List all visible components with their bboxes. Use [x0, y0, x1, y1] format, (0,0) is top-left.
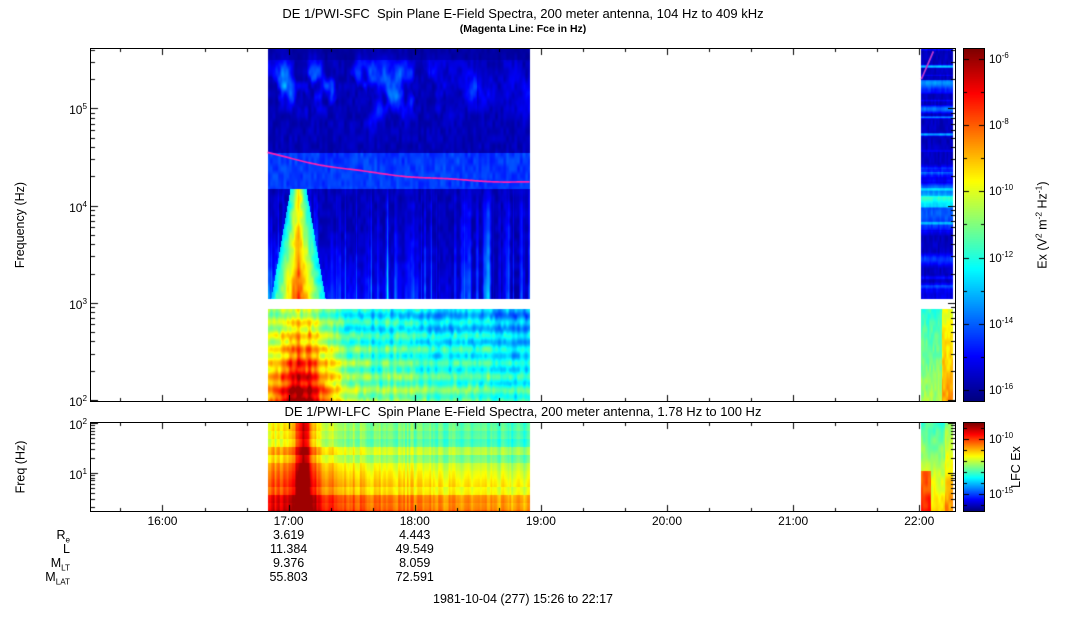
x-tick-label: 18:00: [399, 514, 430, 528]
lfc-y-tick-label: 101: [69, 466, 87, 482]
sfc-y-tick-label: 103: [69, 296, 87, 312]
lfc-title: DE 1/PWI-LFC Spin Plane E-Field Spectra,…: [284, 404, 762, 419]
sfc-spectrogram-canvas: [91, 49, 955, 401]
sfc-colorbar: [963, 48, 985, 402]
ephemeris-label-mlat: MLAT: [45, 570, 70, 587]
sfc-colorbar-tick-label: 10-14: [989, 315, 1014, 331]
ephemeris-value: 72.591: [395, 570, 434, 584]
x-tick-label: 19:00: [525, 514, 556, 528]
x-tick-label: 20:00: [651, 514, 683, 528]
sfc-colorbar-canvas: [964, 49, 984, 401]
x-tick-label: 17:00: [273, 514, 304, 528]
lfc-y-axis-title-text: Freq (Hz): [13, 440, 27, 494]
x-tick-label: 22:00: [904, 514, 935, 528]
sfc-subtitle: (Magenta Line: Fce in Hz): [459, 23, 587, 35]
lfc-spectrogram-panel: [90, 422, 956, 512]
sfc-colorbar-title: Ex (V2 m-2 Hz-1): [1032, 48, 1052, 402]
ephemeris-value: 9.376: [272, 556, 305, 570]
ephemeris-label-re: Re: [56, 528, 70, 545]
ephemeris-value: 55.803: [269, 570, 308, 584]
ephemeris-label-mlt: MLT: [50, 556, 70, 573]
sfc-spectrogram-panel: [90, 48, 956, 402]
footer-date-range: 1981-10-04 (277) 15:26 to 22:17: [433, 592, 613, 606]
sfc-colorbar-title-text: Ex (V2 m-2 Hz-1): [1033, 181, 1051, 269]
sfc-y-tick-label: 105: [69, 102, 87, 118]
lfc-colorbar-tick-label: 10-15: [989, 485, 1014, 501]
ephemeris-value: 8.059: [399, 556, 431, 570]
lfc-colorbar-tick-label: 10-10: [989, 431, 1014, 447]
ephemeris-value: 4.443: [399, 528, 431, 542]
sfc-y-axis-title: Frequency (Hz): [10, 48, 30, 402]
lfc-spectrogram-canvas: [91, 423, 955, 511]
sfc-y-tick-label: 102: [69, 394, 87, 409]
sfc-y-axis-title-text: Frequency (Hz): [13, 181, 28, 269]
x-tick-label: 21:00: [778, 514, 809, 528]
sfc-colorbar-tick-label: 10-10: [989, 183, 1014, 199]
lfc-colorbar: [963, 422, 985, 512]
x-tick-label: 16:00: [147, 514, 178, 528]
sfc-title: DE 1/PWI-SFC Spin Plane E-Field Spectra,…: [282, 6, 764, 21]
lfc-y-tick-label: 102: [69, 417, 87, 432]
ephemeris-value: 49.549: [395, 542, 434, 556]
lfc-y-axis-title: Freq (Hz): [10, 422, 30, 512]
ephemeris-label-l: L: [63, 542, 70, 556]
ephemeris-value: 3.619: [272, 528, 305, 542]
sfc-colorbar-tick-label: 10-6: [989, 50, 1009, 66]
sfc-colorbar-tick-label: 10-12: [989, 249, 1014, 265]
sfc-colorbar-tick-label: 10-8: [989, 117, 1009, 132]
sfc-y-tick-label: 104: [69, 199, 87, 215]
lfc-colorbar-canvas: [964, 423, 984, 511]
sfc-colorbar-tick-label: 10-16: [989, 382, 1014, 397]
ephemeris-value: 11.384: [269, 542, 308, 556]
lfc-colorbar-title-text: LFC Ex: [1009, 446, 1023, 488]
